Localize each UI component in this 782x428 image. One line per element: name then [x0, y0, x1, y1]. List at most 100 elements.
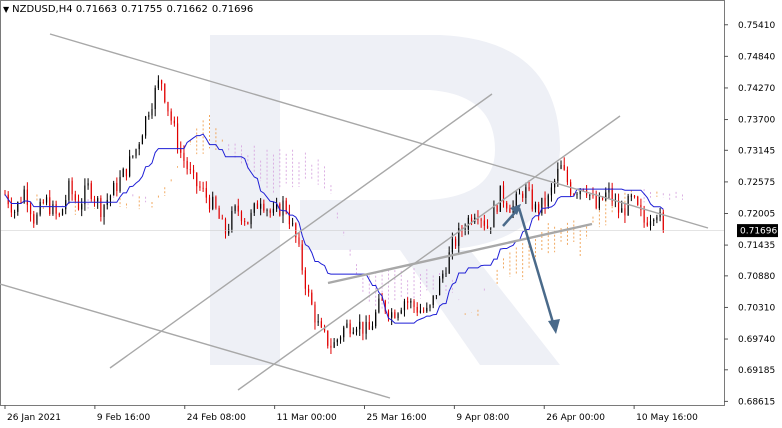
candle-body	[138, 144, 140, 150]
candle-body	[129, 156, 131, 177]
candle-body	[135, 149, 137, 156]
candle-body	[416, 306, 418, 313]
candle-body	[467, 217, 469, 230]
candle-body	[518, 193, 521, 195]
candle-body	[311, 292, 313, 305]
open-value: 0.71663	[75, 4, 118, 15]
current-price-label: 0.71696	[740, 227, 777, 237]
candle-body	[601, 196, 604, 200]
candle-body	[202, 187, 204, 189]
candle-body	[93, 198, 96, 202]
candle-body	[29, 204, 32, 215]
symbol-label[interactable]: NZDUSD,H4	[12, 4, 73, 15]
candle-body	[330, 345, 332, 348]
candle-body	[224, 219, 227, 234]
price-tick-label: 0.69740	[738, 335, 775, 345]
candle-body	[630, 195, 632, 197]
candle-body	[307, 288, 310, 293]
candle-body	[499, 185, 501, 212]
candle-body	[100, 198, 102, 217]
candle-body	[285, 200, 287, 212]
candle-body	[221, 218, 223, 220]
price-tick-label: 0.74840	[738, 52, 775, 62]
candle-body	[400, 310, 402, 314]
lower-trend-line[interactable]	[0, 283, 391, 399]
price-tick-label: 0.73145	[738, 146, 775, 156]
candle-body	[554, 181, 556, 188]
candle-body	[659, 212, 661, 218]
candle-body	[352, 332, 354, 334]
time-tick-label: 11 Mar 00:00	[277, 413, 337, 423]
candle-body	[97, 198, 99, 202]
candle-body	[256, 203, 259, 209]
candle-body	[151, 109, 153, 116]
candle-body	[493, 205, 495, 228]
symbol-dropdown-icon[interactable]: ▼	[3, 5, 10, 14]
candle-body	[317, 321, 319, 323]
price-tick-label: 0.74270	[738, 84, 775, 94]
time-tick-label: 24 Feb 08:00	[187, 413, 246, 423]
channel-lower-line[interactable]	[237, 115, 621, 391]
channel-upper-line[interactable]	[109, 93, 493, 369]
candle-body	[557, 168, 559, 182]
candle-body	[52, 204, 54, 215]
time-tick-label: 10 May 16:00	[636, 413, 698, 423]
candle-body	[17, 201, 19, 212]
candle-body	[605, 192, 607, 200]
candle-body	[269, 210, 271, 213]
candle-body	[276, 204, 278, 209]
price-tick-label: 0.71435	[738, 241, 775, 251]
candle-body	[445, 273, 447, 275]
candle-body	[515, 193, 517, 206]
candle-body	[458, 228, 460, 246]
support-line[interactable]	[327, 222, 593, 285]
price-axis: 0.75410 0.74840 0.74270 0.73700 0.73145 0.725…	[724, 21, 775, 407]
time-tick-label: 9 Apr 08:00	[456, 413, 509, 423]
candle-body	[119, 176, 121, 191]
candle-body	[496, 205, 498, 212]
candle-body	[282, 200, 284, 216]
candle-body	[486, 225, 489, 229]
candle-body	[653, 219, 655, 222]
candle-body	[45, 197, 48, 203]
price-tick-label: 0.72575	[738, 178, 775, 188]
candle-body	[432, 295, 434, 306]
candle-body	[218, 208, 220, 219]
candle-body	[292, 223, 294, 225]
candle-body	[145, 116, 147, 136]
candle-body	[343, 327, 345, 338]
candle-body	[103, 204, 105, 217]
candle-body	[346, 323, 348, 328]
candle-body	[384, 300, 386, 312]
candle-body	[442, 273, 444, 279]
candle-body	[263, 203, 265, 211]
candle-body	[42, 201, 44, 203]
candle-body	[298, 237, 300, 245]
candle-body	[576, 194, 578, 196]
candle-body	[483, 220, 485, 226]
candle-body	[502, 185, 505, 203]
candle-body	[403, 301, 406, 311]
candle-body	[378, 298, 380, 313]
upper-trend-line[interactable]	[49, 33, 709, 229]
candle-body	[637, 196, 639, 205]
candle-body	[84, 185, 86, 205]
candle-body	[148, 115, 150, 117]
candle-body	[423, 310, 425, 312]
candle-body	[231, 210, 233, 230]
candle-body	[183, 152, 185, 161]
candle-body	[333, 342, 335, 348]
candle-body	[192, 169, 195, 173]
candle-body	[199, 186, 201, 188]
candle-body	[528, 187, 530, 190]
candle-body	[611, 187, 613, 202]
candle-body	[662, 212, 664, 231]
candle-body	[633, 195, 636, 197]
candle-body	[33, 214, 35, 224]
candle-body	[365, 321, 367, 334]
candle-body	[26, 189, 28, 205]
candle-body	[180, 148, 182, 153]
candle-body	[116, 182, 118, 191]
